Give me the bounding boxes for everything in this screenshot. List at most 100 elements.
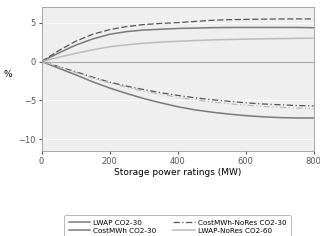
- LWAP-NoRes CO2-60: [159, 41, 163, 43]
- LWAP-NoRes CO2-30: [74, 40, 77, 43]
- LWAP-NoRes CO2-60: [244, 38, 248, 41]
- LWAP-NoRes CO2-30: [125, 25, 129, 28]
- LWAP-NoRes CO2-30: [193, 20, 196, 23]
- CostMWh-NoRes CO2-60: [108, 81, 112, 84]
- LWAP CO2-30: [261, 26, 265, 29]
- LWAP-NoRes CO2-30: [210, 19, 213, 22]
- LWAP-NoRes CO2-60: [312, 37, 316, 40]
- CostMWh CO2-30: [227, 113, 230, 115]
- CostMWh CO2-30: [261, 115, 265, 118]
- LWAP-NoRes CO2-60: [278, 37, 282, 40]
- LWAP-NoRes CO2-30: [278, 17, 282, 20]
- CostMWh-NoRes CO2-30: [295, 104, 299, 107]
- LWAP CO2-30: [74, 44, 77, 47]
- Line: CostMWh CO2-30: CostMWh CO2-30: [42, 62, 314, 118]
- CostMWh-NoRes CO2-30: [57, 65, 60, 68]
- LWAP-NoRes CO2-60: [295, 37, 299, 40]
- CostMWh-NoRes CO2-60: [57, 66, 60, 68]
- CostMWh-NoRes CO2-30: [108, 81, 112, 84]
- LWAP-NoRes CO2-60: [40, 60, 44, 63]
- CostMWh-NoRes CO2-30: [74, 70, 77, 73]
- CostMWh-NoRes CO2-30: [261, 103, 265, 105]
- LWAP CO2-30: [176, 27, 180, 30]
- CostMWh-NoRes CO2-60: [312, 107, 316, 110]
- LWAP-NoRes CO2-30: [57, 49, 60, 52]
- CostMWh-NoRes CO2-60: [74, 71, 77, 74]
- Line: LWAP CO2-30: LWAP CO2-30: [42, 27, 314, 62]
- CostMWh-NoRes CO2-60: [193, 98, 196, 101]
- CostMWh-NoRes CO2-30: [210, 98, 213, 101]
- CostMWh-NoRes CO2-30: [176, 94, 180, 97]
- CostMWh CO2-30: [278, 116, 282, 119]
- LWAP CO2-30: [142, 29, 146, 31]
- LWAP-NoRes CO2-30: [142, 23, 146, 26]
- LWAP-NoRes CO2-30: [295, 17, 299, 20]
- CostMWh CO2-30: [244, 114, 248, 117]
- LWAP CO2-30: [193, 27, 196, 30]
- LWAP CO2-30: [227, 26, 230, 29]
- CostMWh CO2-30: [74, 73, 77, 76]
- LWAP-NoRes CO2-30: [227, 18, 230, 21]
- LWAP CO2-30: [210, 26, 213, 29]
- X-axis label: Storage power ratings (MW): Storage power ratings (MW): [114, 168, 241, 177]
- CostMWh-NoRes CO2-30: [40, 60, 44, 63]
- CostMWh-NoRes CO2-60: [142, 90, 146, 93]
- Line: CostMWh-NoRes CO2-30: CostMWh-NoRes CO2-30: [42, 62, 314, 106]
- CostMWh-NoRes CO2-60: [278, 106, 282, 109]
- CostMWh-NoRes CO2-60: [125, 86, 129, 89]
- CostMWh-NoRes CO2-30: [142, 88, 146, 91]
- LWAP-NoRes CO2-30: [91, 33, 94, 36]
- CostMWh CO2-30: [210, 111, 213, 114]
- LWAP CO2-30: [108, 33, 112, 36]
- CostMWh CO2-30: [295, 117, 299, 119]
- LWAP CO2-30: [57, 52, 60, 55]
- CostMWh-NoRes CO2-30: [159, 91, 163, 94]
- CostMWh CO2-30: [312, 117, 316, 119]
- LWAP CO2-30: [295, 26, 299, 29]
- CostMWh-NoRes CO2-60: [159, 93, 163, 96]
- CostMWh CO2-30: [57, 67, 60, 70]
- CostMWh-NoRes CO2-30: [244, 101, 248, 104]
- CostMWh-NoRes CO2-60: [40, 60, 44, 63]
- CostMWh-NoRes CO2-30: [125, 85, 129, 88]
- CostMWh-NoRes CO2-60: [210, 101, 213, 103]
- CostMWh-NoRes CO2-60: [91, 76, 94, 79]
- CostMWh-NoRes CO2-30: [278, 103, 282, 106]
- LWAP CO2-30: [159, 28, 163, 31]
- LWAP-NoRes CO2-60: [142, 42, 146, 45]
- CostMWh-NoRes CO2-30: [91, 76, 94, 79]
- Line: LWAP-NoRes CO2-30: LWAP-NoRes CO2-30: [42, 19, 314, 62]
- LWAP-NoRes CO2-30: [261, 18, 265, 21]
- CostMWh-NoRes CO2-30: [193, 96, 196, 99]
- Line: LWAP-NoRes CO2-60: LWAP-NoRes CO2-60: [42, 38, 314, 62]
- LWAP-NoRes CO2-60: [193, 39, 196, 42]
- LWAP CO2-30: [312, 26, 316, 29]
- LWAP-NoRes CO2-60: [261, 38, 265, 40]
- CostMWh CO2-30: [91, 80, 94, 83]
- CostMWh-NoRes CO2-60: [261, 105, 265, 108]
- LWAP-NoRes CO2-60: [176, 40, 180, 43]
- CostMWh CO2-30: [40, 60, 44, 63]
- CostMWh CO2-30: [142, 97, 146, 100]
- LWAP-NoRes CO2-60: [108, 45, 112, 48]
- CostMWh-NoRes CO2-30: [312, 105, 316, 107]
- Line: CostMWh-NoRes CO2-60: CostMWh-NoRes CO2-60: [42, 62, 314, 109]
- LWAP-NoRes CO2-30: [40, 60, 44, 63]
- LWAP-NoRes CO2-60: [57, 56, 60, 59]
- LWAP CO2-30: [91, 38, 94, 40]
- Y-axis label: %: %: [3, 70, 12, 79]
- LWAP CO2-30: [278, 26, 282, 29]
- Legend: LWAP CO2-30, CostMWh CO2-30, LWAP-NoRes CO2-30, CostMWh-NoRes CO2-30, LWAP-NoRes: LWAP CO2-30, CostMWh CO2-30, LWAP-NoRes …: [64, 215, 291, 236]
- CostMWh CO2-30: [193, 108, 196, 111]
- CostMWh-NoRes CO2-60: [295, 107, 299, 110]
- CostMWh CO2-30: [125, 92, 129, 95]
- LWAP-NoRes CO2-60: [125, 43, 129, 46]
- LWAP-NoRes CO2-60: [227, 38, 230, 41]
- LWAP-NoRes CO2-60: [74, 52, 77, 55]
- LWAP-NoRes CO2-30: [244, 18, 248, 21]
- LWAP-NoRes CO2-60: [210, 38, 213, 41]
- LWAP-NoRes CO2-30: [159, 22, 163, 25]
- LWAP CO2-30: [244, 26, 248, 29]
- LWAP CO2-30: [40, 60, 44, 63]
- LWAP CO2-30: [125, 30, 129, 33]
